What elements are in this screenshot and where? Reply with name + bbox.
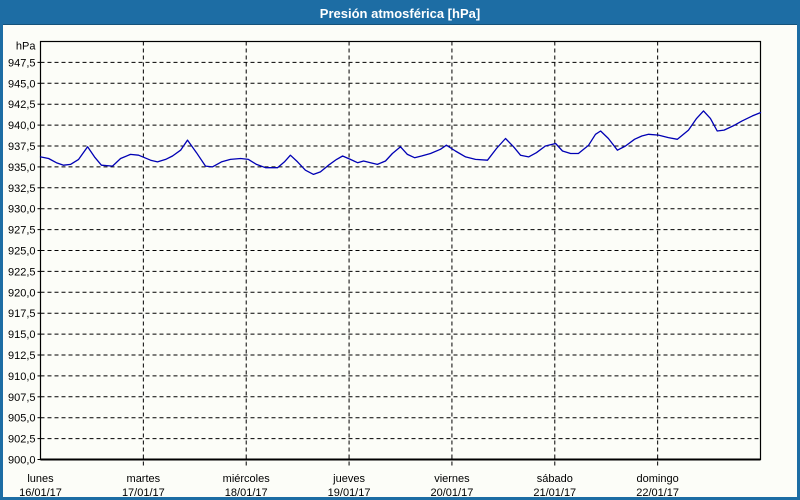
y-tick-label: 922,5 <box>8 266 36 278</box>
y-tick-label: 927,5 <box>8 225 36 237</box>
x-date-label: 16/01/17 <box>19 487 62 497</box>
chart-title-bar: Presión atmosférica [hPa] <box>3 3 797 25</box>
pressure-chart: 947,5 945,0 942,5 940,0 937,5 935,0 932,5 930,0… <box>8 40 762 497</box>
x-date-label: 22/01/17 <box>636 487 679 497</box>
x-day-name-label: viernes <box>434 473 470 485</box>
y-tick-label: 900,0 <box>8 455 36 467</box>
y-tick-label: 925,0 <box>8 246 36 258</box>
y-tick-label: 932,5 <box>8 183 36 195</box>
y-tick-label: 942,5 <box>8 99 36 111</box>
y-tick-label: 930,0 <box>8 204 36 216</box>
x-date-label: 19/01/17 <box>328 487 371 497</box>
x-date-label: 17/01/17 <box>122 487 165 497</box>
y-tick-label: 905,0 <box>8 413 36 425</box>
chart-title: Presión atmosférica [hPa] <box>319 6 481 21</box>
x-day-name-label: martes <box>127 473 161 485</box>
y-tick-label: 915,0 <box>8 329 36 341</box>
y-tick-label: 917,5 <box>8 308 36 320</box>
pressure-line <box>39 110 762 176</box>
y-tick-label: 947,5 <box>8 57 36 69</box>
x-day-name-label: miércoles <box>223 473 271 485</box>
x-date-label: 18/01/17 <box>225 487 268 497</box>
x-date-label: 20/01/17 <box>431 487 474 497</box>
x-day-name-label: sábado <box>537 473 573 485</box>
y-tick-label: 945,0 <box>8 78 36 90</box>
x-day-name-label: lunes <box>27 473 54 485</box>
y-tick-label: 912,5 <box>8 350 36 362</box>
y-tick-label: 940,0 <box>8 120 36 132</box>
y-tick-label: 937,5 <box>8 141 36 153</box>
y-tick-label: 910,0 <box>8 371 36 383</box>
y-tick-label: 935,0 <box>8 162 36 174</box>
y-tick-label: 907,5 <box>8 392 36 404</box>
x-date-label: 21/01/17 <box>533 487 576 497</box>
y-tick-label: 920,0 <box>8 287 36 299</box>
y-axis-unit-label: hPa <box>16 40 36 52</box>
x-day-name-label: domingo <box>637 473 679 485</box>
x-day-name-label: jueves <box>332 473 365 485</box>
y-tick-label: 902,5 <box>8 434 36 446</box>
